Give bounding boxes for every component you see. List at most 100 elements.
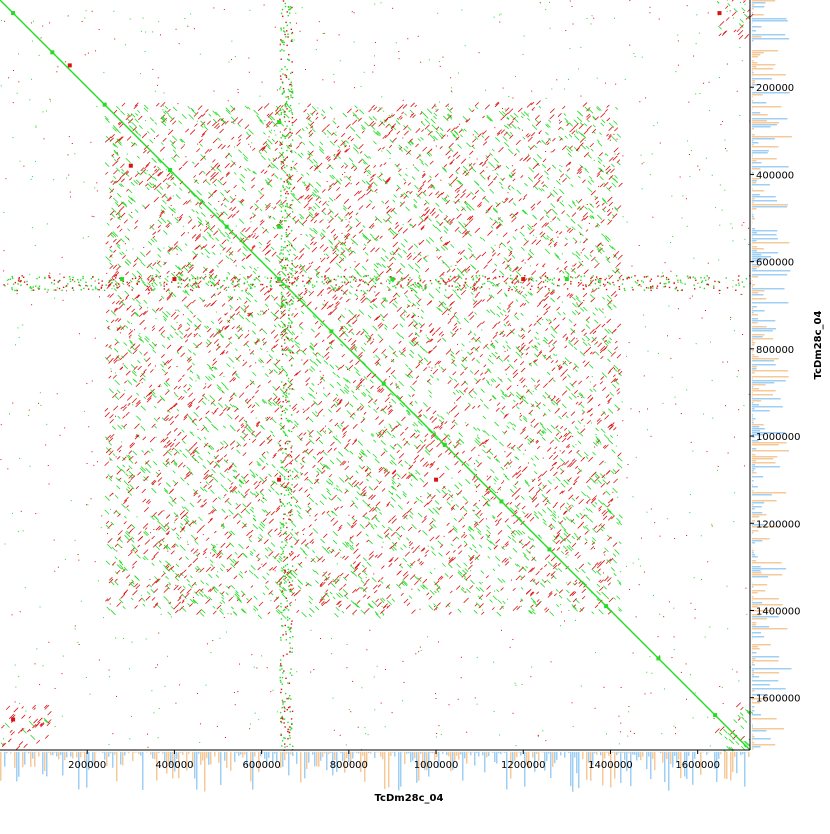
density-bar — [752, 418, 756, 420]
density-bar — [726, 752, 728, 779]
density-bar — [752, 322, 758, 324]
density-bar — [752, 618, 767, 620]
density-bar — [752, 728, 784, 730]
density-bar — [752, 540, 762, 542]
density-bar — [478, 752, 480, 756]
density-bar — [752, 136, 792, 138]
density-bar — [752, 68, 773, 70]
density-bar — [132, 752, 134, 761]
density-bar — [52, 752, 54, 755]
density-bar — [70, 752, 72, 756]
density-bar — [752, 18, 787, 20]
density-bar — [628, 752, 630, 753]
density-bar — [518, 752, 520, 753]
density-bar — [752, 444, 779, 446]
density-bar — [752, 656, 779, 658]
density-bar — [752, 378, 753, 380]
density-bar — [752, 538, 770, 540]
density-bar — [752, 54, 760, 56]
density-bar — [752, 406, 783, 408]
density-bar — [736, 752, 738, 773]
density-bar — [752, 150, 769, 152]
density-bar — [374, 752, 376, 758]
density-bar — [0, 752, 2, 781]
density-bar — [324, 752, 326, 753]
density-bar — [752, 602, 762, 604]
density-bar — [672, 752, 674, 767]
density-bar — [542, 752, 544, 753]
density-bar — [570, 752, 572, 786]
density-bar — [752, 128, 754, 130]
density-bar — [752, 624, 756, 626]
density-bar — [752, 326, 767, 328]
density-bar — [752, 684, 770, 686]
density-bar — [600, 752, 602, 755]
density-bar — [752, 636, 764, 638]
density-bar — [214, 752, 216, 757]
density-bar — [110, 752, 112, 753]
density-bar — [494, 752, 496, 762]
density-bar — [384, 752, 386, 789]
density-bar — [752, 238, 778, 240]
density-bar — [484, 752, 486, 772]
density-bar — [752, 598, 779, 600]
density-bar — [752, 40, 754, 42]
density-bar — [624, 752, 626, 760]
density-bar — [404, 752, 406, 764]
density-bar — [752, 566, 761, 568]
density-bar — [752, 456, 777, 458]
density-bar — [752, 570, 761, 572]
density-bar — [546, 752, 548, 761]
density-bar — [752, 338, 773, 340]
density-bar — [50, 752, 52, 755]
density-bar — [464, 752, 466, 758]
density-bar — [116, 752, 118, 781]
density-bar — [752, 142, 758, 144]
density-bar — [752, 102, 766, 104]
density-bar — [752, 182, 756, 184]
density-bar — [520, 752, 522, 756]
density-bar — [752, 466, 780, 468]
density-bar — [752, 676, 759, 678]
density-bar — [752, 342, 755, 344]
density-bar — [370, 752, 372, 754]
density-bar — [230, 752, 232, 771]
density-bar — [206, 752, 208, 758]
density-bar — [568, 752, 570, 753]
density-bar — [552, 752, 554, 767]
density-bar — [752, 504, 754, 506]
density-bar — [752, 516, 759, 518]
density-bar — [752, 6, 764, 8]
density-bar — [664, 752, 666, 782]
density-bar — [752, 628, 787, 630]
density-bar — [238, 752, 240, 756]
density-bar — [752, 94, 763, 96]
density-bar — [752, 298, 766, 300]
density-bar — [470, 752, 472, 755]
density-bar — [752, 162, 761, 164]
density-bar — [752, 680, 778, 682]
density-bar — [752, 426, 759, 428]
density-bar — [752, 726, 753, 728]
density-bar — [368, 752, 370, 753]
density-bar — [724, 752, 726, 779]
density-bar — [434, 752, 436, 760]
density-bar — [752, 464, 755, 466]
density-bar — [62, 752, 64, 775]
density-bar — [752, 4, 754, 6]
density-bar — [752, 270, 790, 272]
density-bar — [752, 100, 753, 102]
density-bar — [612, 752, 614, 753]
density-bar — [752, 420, 753, 422]
density-bar — [752, 596, 754, 598]
density-bar — [752, 120, 767, 122]
density-bar — [752, 76, 753, 78]
density-bar — [752, 190, 764, 192]
density-bar — [752, 576, 768, 578]
density-bar — [752, 380, 786, 382]
density-bar — [752, 492, 786, 494]
density-bar — [752, 384, 766, 386]
density-bar — [516, 752, 518, 757]
density-bar — [504, 752, 506, 753]
